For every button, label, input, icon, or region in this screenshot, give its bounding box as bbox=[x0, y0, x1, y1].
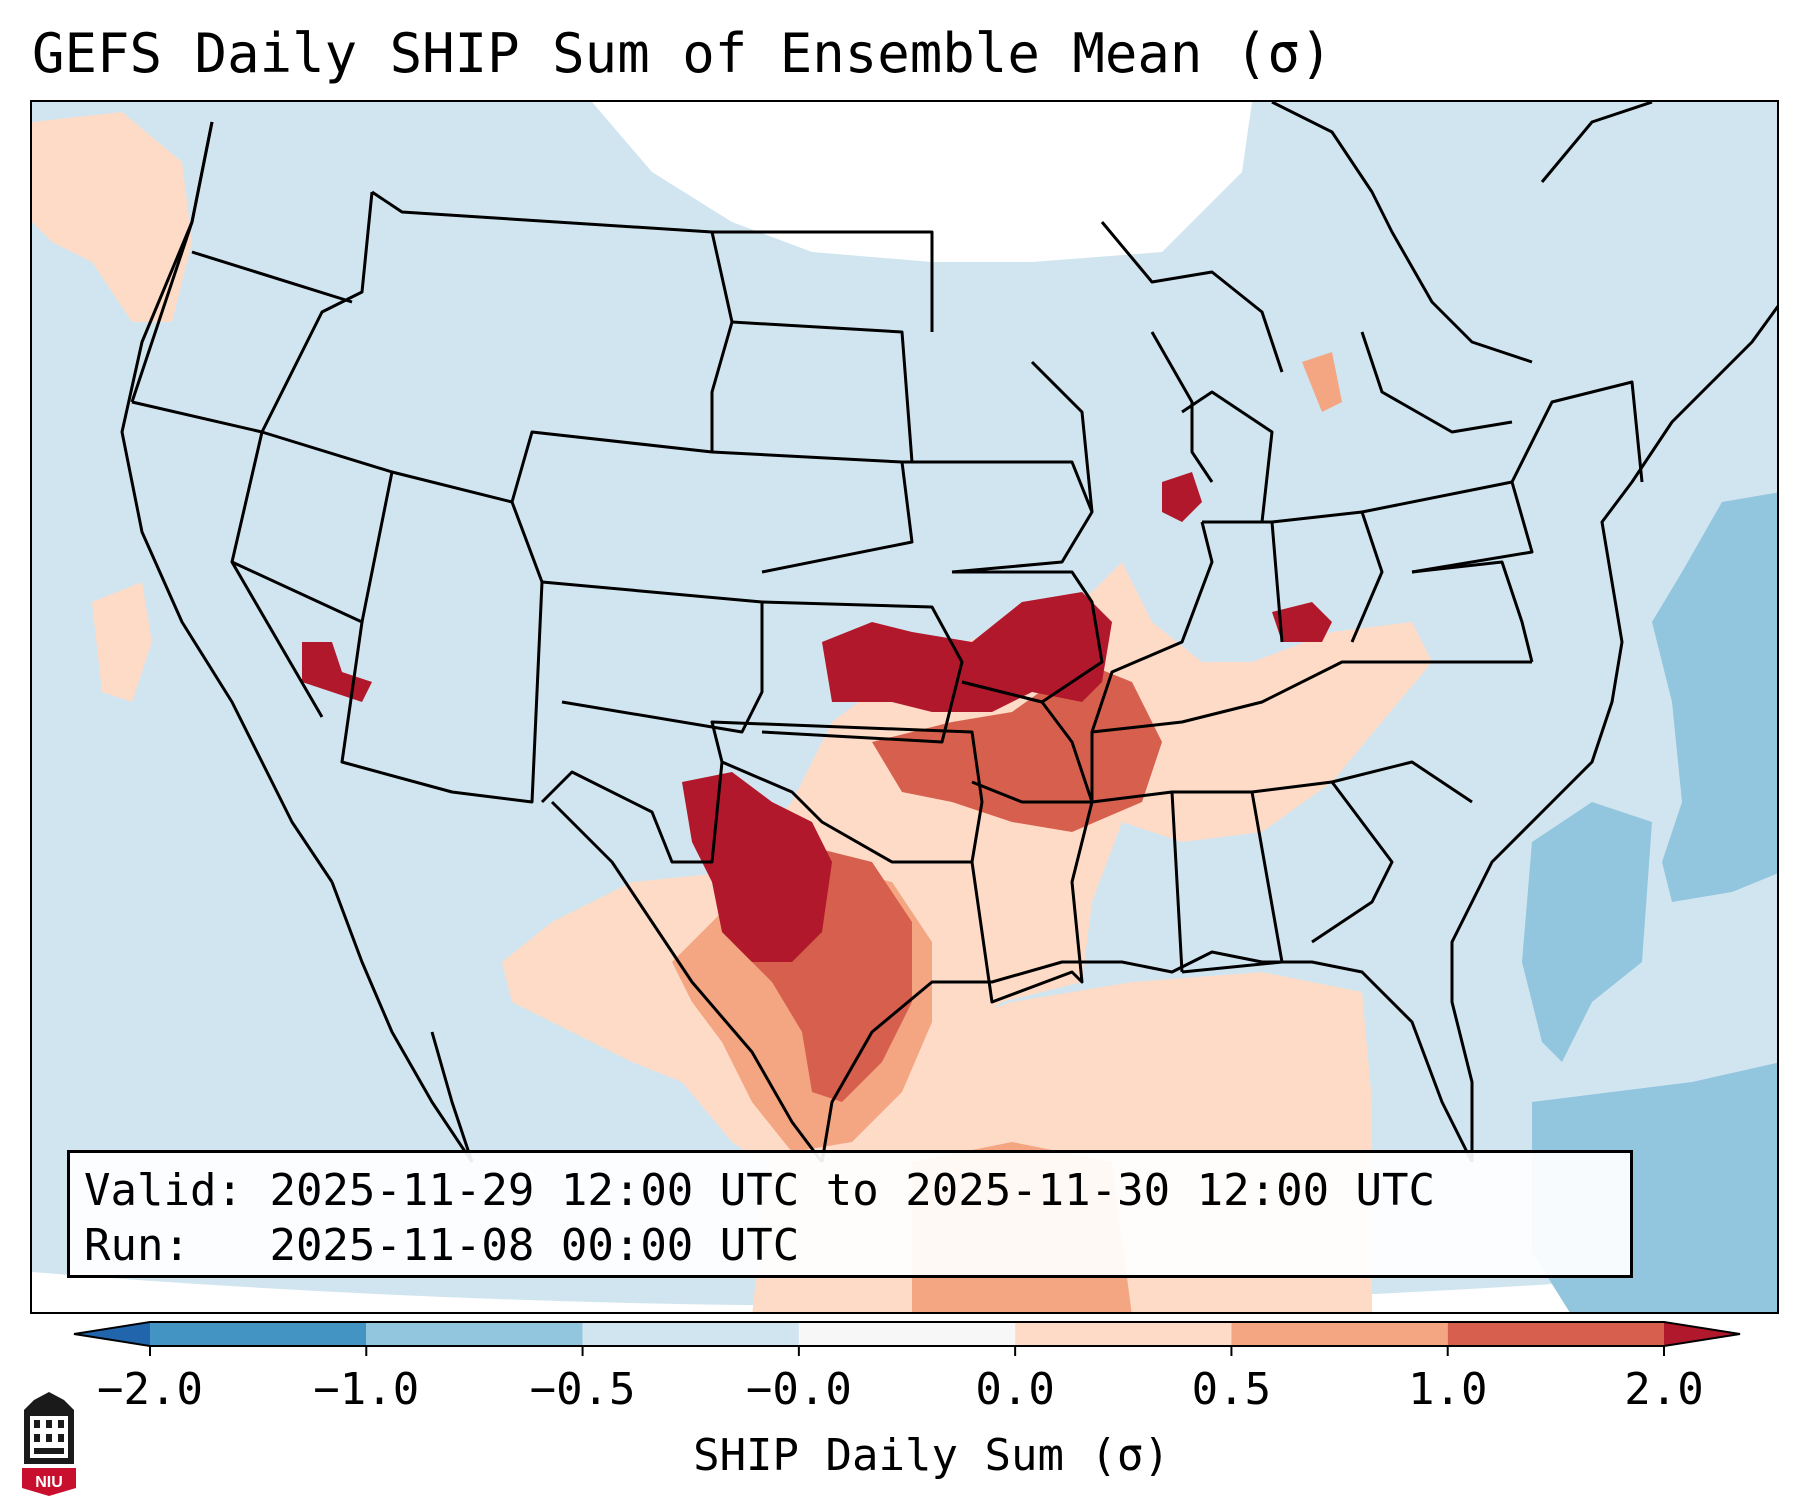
colorbar-tick-label: 0.0 bbox=[975, 1364, 1055, 1415]
colorbar-extend-low bbox=[74, 1322, 150, 1346]
colorbar-tick-label: 2.0 bbox=[1624, 1364, 1704, 1415]
colorbar-tick-label: 1.0 bbox=[1407, 1364, 1488, 1415]
colorbar-tick-label: −0.5 bbox=[529, 1364, 636, 1415]
map-area-pacific-nw-pos bbox=[32, 112, 192, 322]
colorbar-extend-high bbox=[1664, 1322, 1740, 1346]
colorbar-bin bbox=[798, 1322, 1016, 1346]
map-area-kansas-strong bbox=[822, 592, 1112, 712]
map-state-boundaries bbox=[130, 121, 1644, 1004]
run-value: 2025-11-08 00:00 UTC bbox=[269, 1220, 800, 1271]
colorbar-bin bbox=[1447, 1322, 1664, 1346]
colorbar bbox=[73, 1321, 1741, 1356]
niu-logo-icon: NIU bbox=[22, 1392, 76, 1496]
map-area-michigan-strong bbox=[1162, 472, 1202, 522]
colorbar-tick-label: −0.0 bbox=[745, 1364, 852, 1415]
valid-label: Valid: bbox=[84, 1165, 243, 1216]
map-area-midwest-mod bbox=[872, 662, 1162, 832]
colorbar-label: SHIP Daily Sum (σ) bbox=[693, 1430, 1170, 1481]
colorbar-tick-label: −2.0 bbox=[97, 1364, 203, 1415]
map-outside-domain-top bbox=[592, 102, 1252, 262]
colorbar-bin bbox=[150, 1322, 367, 1346]
map-area-oklahoma-strong bbox=[682, 772, 832, 962]
map-area-atlantic-neg-2 bbox=[1522, 802, 1652, 1062]
colorbar-bin bbox=[582, 1322, 799, 1346]
map-canvas bbox=[32, 102, 1777, 1312]
chart-title: GEFS Daily SHIP Sum of Ensemble Mean (σ) bbox=[32, 22, 1333, 85]
colorbar-tick-label: −1.0 bbox=[313, 1364, 420, 1415]
colorbar-bin bbox=[1015, 1322, 1232, 1346]
run-label: Run: bbox=[84, 1220, 190, 1271]
map-panel bbox=[30, 100, 1779, 1314]
colorbar-tick-label: 0.5 bbox=[1191, 1364, 1272, 1415]
map-area-lowerpen-pos bbox=[1302, 352, 1342, 412]
colorbar-bin bbox=[366, 1322, 583, 1346]
valid-value: 2025-11-29 12:00 UTC to 2025-11-30 12:00… bbox=[269, 1165, 1436, 1216]
map-area-atlantic-neg bbox=[1652, 492, 1777, 902]
map-area-nca-coast-pos bbox=[92, 582, 152, 702]
svg-text:NIU: NIU bbox=[35, 1474, 63, 1491]
map-area-ohio-strong bbox=[1272, 602, 1332, 642]
validity-box: Valid: 2025-11-29 12:00 UTC to 2025-11-3… bbox=[67, 1150, 1633, 1278]
colorbar-bin bbox=[1231, 1322, 1448, 1346]
map-area-nevada-strong bbox=[302, 642, 372, 702]
map-coastlines bbox=[120, 102, 1777, 1163]
